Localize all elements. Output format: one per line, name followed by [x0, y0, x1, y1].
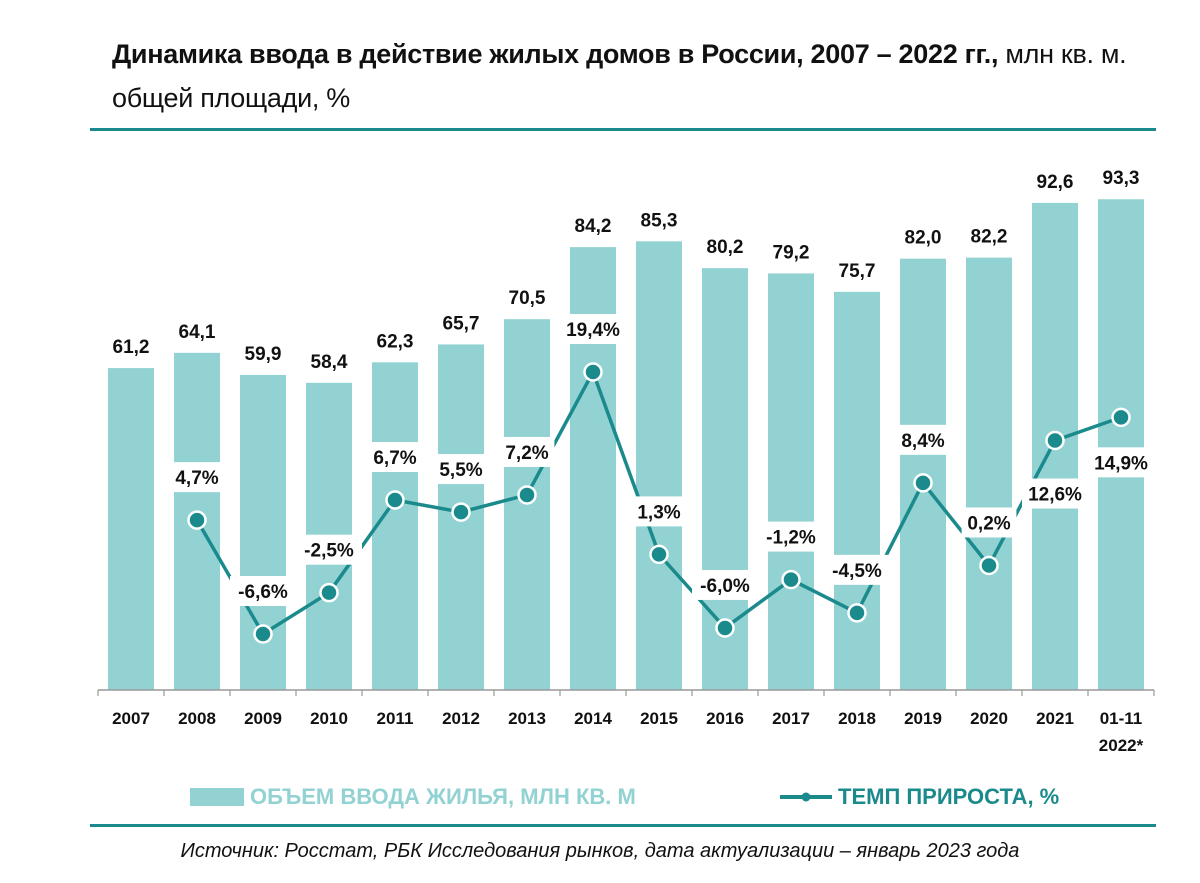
x-tick-label: 2018: [838, 709, 876, 728]
bar-value-label: 64,1: [179, 322, 216, 343]
growth-point: [715, 618, 735, 638]
growth-point: [319, 582, 339, 603]
growth-label-bg: [367, 441, 423, 472]
x-tick-label: 2008: [178, 709, 216, 728]
x-tick-label: 2011: [377, 709, 414, 728]
growth-point: [979, 555, 999, 576]
x-tick-label: 2020: [970, 709, 1008, 728]
growth-point: [451, 502, 471, 522]
chart-title-bold: Динамика ввода в действие жилых домов в …: [112, 39, 999, 69]
growth-value-label: 5,5%: [439, 460, 482, 481]
bar: [1098, 199, 1144, 690]
growth-value-label: 1,3%: [637, 502, 680, 523]
growth-point: [847, 603, 867, 623]
bar-value-label: 59,9: [245, 344, 282, 365]
growth-value-label: 0,2%: [967, 513, 1010, 534]
growth-point: [517, 485, 537, 505]
growth-value-label: -1,2%: [766, 528, 816, 549]
chart-area: 2007 2008 2009 2010 2011 2012 2013 2014 2015 2016…: [97, 168, 1155, 755]
growth-label-bg: [1022, 478, 1088, 509]
x-tick-label: 2010: [310, 709, 348, 728]
x-tick-label: 2007: [112, 709, 150, 728]
growth-point: [649, 544, 669, 565]
growth-value-label: 4,7%: [175, 468, 218, 489]
bar-value-label: 85,3: [641, 210, 678, 231]
growth-value-label: -6,0%: [700, 576, 750, 597]
x-tick-label: 2014: [574, 709, 612, 728]
bar-value-label: 92,6: [1037, 172, 1074, 193]
bar-value-label: 80,2: [707, 237, 744, 258]
legend-swatch-volume: [190, 788, 244, 806]
growth-point: [583, 362, 603, 382]
growth-value-label: 12,6%: [1028, 485, 1082, 506]
growth-point: [913, 473, 933, 493]
growth-label-bg: [692, 569, 758, 600]
x-tick-label: 2021: [1036, 709, 1074, 728]
growth-label-bg: [961, 507, 1017, 538]
growth-value-label: -6,6%: [238, 582, 288, 603]
growth-value-label: 8,4%: [901, 431, 944, 452]
x-tick-label: 2009: [244, 709, 282, 728]
bar-value-label: 84,2: [575, 216, 612, 237]
legend-item-volume: ОБЪЕМ ВВОДА ЖИЛЬЯ, МЛН КВ. М: [190, 780, 636, 814]
bar: [372, 362, 418, 690]
growth-label-bg: [1088, 447, 1154, 478]
legend-label-volume: ОБЪЕМ ВВОДА ЖИЛЬЯ, МЛН КВ. М: [250, 784, 636, 809]
legend-marker-growth-icon: [780, 792, 832, 802]
bar-value-label: 58,4: [311, 352, 348, 373]
x-tick-label: 2013: [508, 709, 546, 728]
bar-value-label: 70,5: [509, 288, 546, 309]
x-tick-label: 2022*: [1099, 736, 1144, 755]
growth-point: [1111, 407, 1131, 428]
growth-value-label: -2,5%: [304, 541, 354, 562]
x-tick-label: 2016: [706, 709, 744, 728]
bar-value-label: 65,7: [443, 313, 480, 334]
x-tick-label: 2017: [772, 709, 810, 728]
growth-label-bg: [169, 462, 225, 493]
bar: [636, 241, 682, 690]
growth-label-bg: [499, 436, 555, 467]
chart-title-units: млн кв. м. общей площади, %: [112, 39, 1127, 113]
growth-point: [781, 569, 801, 590]
legend-label-growth: ТЕМП ПРИРОСТА, %: [838, 784, 1060, 809]
growth-label-bg: [631, 496, 687, 527]
source-note: Источник: Росстат, РБК Исследования рынк…: [180, 840, 1020, 862]
bar-value-label: 62,3: [377, 331, 414, 352]
growth-value-label: -4,5%: [832, 561, 882, 582]
growth-label-bg: [560, 314, 626, 344]
growth-value-label: 7,2%: [505, 443, 548, 464]
growth-point: [385, 490, 405, 510]
x-tick-label: 01-11: [1100, 709, 1143, 728]
x-tick-label: 2019: [904, 709, 942, 728]
top-divider: [90, 128, 1156, 131]
chart-title: Динамика ввода в действие жилых домов в …: [112, 32, 1172, 120]
growth-point: [253, 624, 273, 644]
growth-label-bg: [824, 554, 890, 585]
bar: [966, 257, 1012, 690]
growth-value-label: 6,7%: [373, 448, 416, 469]
bar-value-label: 79,2: [773, 242, 810, 263]
legend-item-growth: ТЕМП ПРИРОСТА, %: [778, 780, 1059, 814]
bar: [834, 291, 880, 690]
bar: [768, 273, 814, 690]
bottom-divider: [90, 824, 1156, 827]
bar-value-label: 61,2: [113, 337, 150, 358]
growth-label-bg: [433, 454, 489, 485]
growth-point: [187, 510, 207, 530]
growth-label-bg: [296, 534, 362, 565]
bar: [108, 368, 154, 690]
growth-label-bg: [895, 424, 951, 455]
bar-value-label: 82,0: [905, 228, 942, 249]
growth-label-bg: [758, 521, 824, 552]
growth-point: [1045, 430, 1065, 451]
bar-value-label: 93,3: [1103, 168, 1140, 189]
growth-value-label: 19,4%: [566, 320, 620, 341]
bar-value-label: 82,2: [971, 227, 1008, 248]
bar-value-label: 75,7: [839, 261, 876, 282]
growth-label-bg: [230, 576, 296, 606]
x-tick-label: 2012: [442, 709, 480, 728]
bar: [570, 247, 616, 690]
growth-value-label: 14,9%: [1094, 453, 1148, 474]
x-tick-label: 2015: [640, 709, 678, 728]
